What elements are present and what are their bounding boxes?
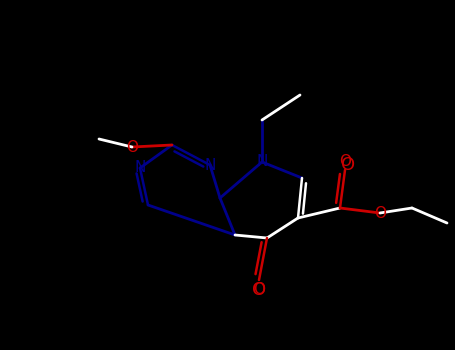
Text: O: O	[253, 282, 265, 298]
Text: O: O	[252, 281, 266, 299]
Text: O: O	[374, 205, 386, 220]
Text: N: N	[134, 161, 146, 175]
Text: O: O	[126, 140, 138, 154]
Text: O: O	[339, 154, 351, 169]
Text: N: N	[204, 158, 216, 173]
Text: O: O	[341, 156, 355, 174]
Text: N: N	[256, 154, 268, 169]
